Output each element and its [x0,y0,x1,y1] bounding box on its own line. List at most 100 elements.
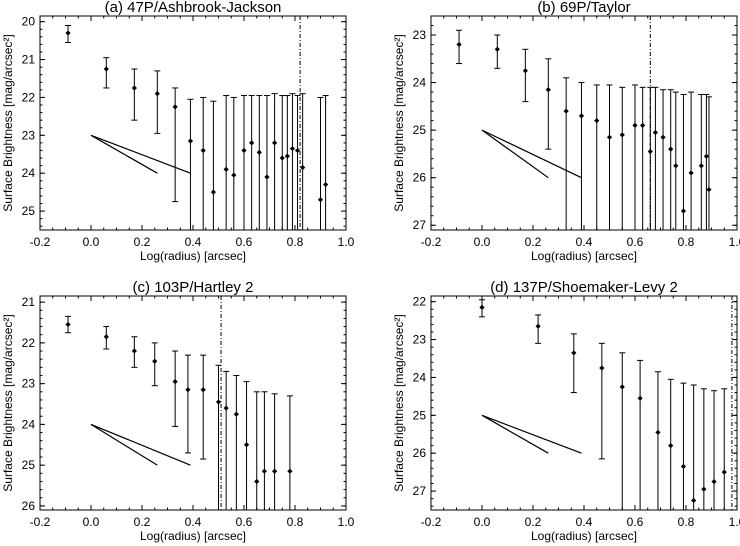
data-point [456,41,462,48]
x-tick-label: 0.0 [83,515,100,529]
y-tick-label: 25 [22,458,36,472]
data-point [619,384,625,390]
data-point [103,334,109,340]
data-point [522,68,528,74]
x-tick-label: 0.6 [236,515,253,529]
y-tick-label: 26 [22,499,36,513]
data-point [284,153,290,159]
x-tick-label: 1.0 [338,515,355,529]
x-tick-label: 1.0 [729,235,740,249]
data-point [243,442,250,448]
data-point [264,174,270,180]
data-point [279,155,285,161]
panel-title: (d) 137P/Shoemaker-Levy 2 [490,279,678,296]
data-point [233,411,239,417]
x-tick-label: 0.2 [525,235,542,249]
data-point [632,122,638,128]
y-tick-label: 25 [413,123,427,137]
data-point [563,108,569,114]
data-point [706,186,712,193]
data-point [65,321,71,328]
data-point [701,486,707,492]
y-axis-label: Surface Brightness [mag/arcsec²] [392,34,406,211]
x-tick-label: 0.0 [83,235,100,249]
data-point [172,379,178,385]
y-axis-label: Surface Brightness [mag/arcsec²] [1,314,15,491]
y-tick-label: 26 [413,446,427,460]
data-point [688,170,694,176]
y-tick-label: 24 [22,417,36,431]
x-tick-label: 0.6 [627,235,644,249]
data-point [691,497,697,504]
x-tick-label: 0.0 [474,515,491,529]
x-tick-label: -0.2 [421,235,442,249]
data-point [287,468,293,474]
panel-3: (d) 137P/Shoemaker-Levy 2 -0.2 0.0 0.2 0.4 0.… [392,279,740,543]
data-point [65,30,71,36]
data-point [637,395,643,401]
data-layer [65,296,293,510]
data-point [187,138,194,144]
slope-line [90,134,191,174]
y-tick-label: 24 [413,76,427,90]
y-tick-label: 21 [22,53,36,67]
data-point [300,164,306,171]
x-axis-label: Log(radius) [arcsec] [531,249,637,263]
x-tick-label: 0.0 [474,235,491,249]
data-point [655,429,661,435]
x-axis-label: Log(radius) [arcsec] [140,249,246,263]
data-point [172,104,178,110]
data-point [594,118,600,124]
data-point [215,399,222,405]
x-tick-label: 0.4 [576,515,593,529]
x-tick-label: 0.2 [525,515,542,529]
y-tick-label: 27 [413,484,427,498]
slope-line [90,423,158,466]
panel-title: (a) 47P/Ashbrook-Jackson [105,0,282,16]
data-point [479,304,485,310]
x-tick-label: 0.6 [236,235,253,249]
data-point [200,147,206,154]
data-point [703,153,709,159]
y-tick-label: 23 [22,377,36,391]
data-point [103,66,109,72]
slope-line [481,414,549,454]
data-point [200,387,206,393]
x-tick-label: 0.6 [627,515,644,529]
data-point [131,85,137,91]
data-point [231,172,237,178]
plot-frame [430,295,738,511]
x-tick-label: 0.8 [678,235,695,249]
data-point [599,365,605,371]
data-point [249,140,255,146]
data-point [294,147,301,154]
x-tick-label: 1.0 [338,235,355,249]
data-point [652,129,658,136]
x-tick-label: -0.2 [421,515,442,529]
slope-line [481,129,582,179]
panel-title: (b) 69P/Taylor [537,0,630,16]
slope-line [481,414,582,454]
data-point [668,443,674,449]
y-tick-label: 22 [413,295,427,309]
y-tick-label: 22 [22,336,36,350]
data-point [711,478,717,485]
data-point [680,463,687,470]
data-point [668,146,674,152]
y-axis-label: Surface Brightness [mag/arcsec²] [392,314,406,491]
data-point [698,163,704,169]
data-point [535,323,541,329]
plot-frame [39,295,347,511]
data-point [256,149,262,155]
data-point [647,148,653,155]
data-point [721,469,727,475]
y-tick-label: 24 [413,370,427,384]
x-tick-label: 0.8 [287,235,304,249]
data-point [571,350,577,356]
panel-2: (c) 103P/Hartley 2 -0.2 0.0 0.2 0.4 0.6 0.8 1.0… [1,279,355,543]
x-axis-label: Log(radius) [arcsec] [140,529,246,543]
data-point [241,147,247,154]
data-point [660,134,666,140]
data-point [210,189,216,195]
